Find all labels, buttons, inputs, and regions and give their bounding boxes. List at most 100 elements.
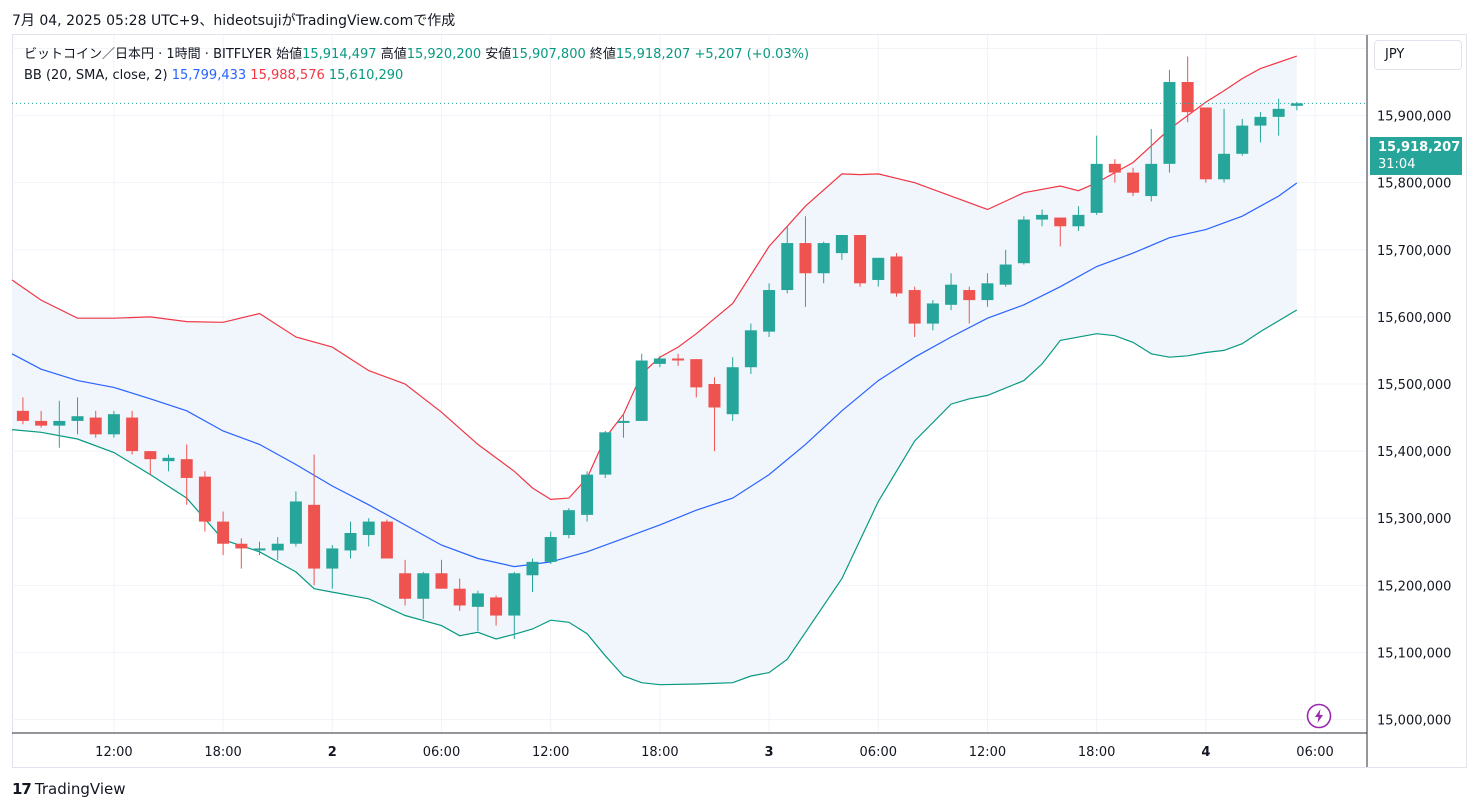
- candle-body: [308, 504, 321, 569]
- candle-body: [1199, 107, 1212, 180]
- candle-body: [763, 290, 776, 332]
- tradingview-brand: TradingView: [34, 780, 126, 798]
- candle-body: [107, 414, 120, 435]
- candle-body: [435, 573, 448, 589]
- candle-body: [399, 573, 412, 599]
- candle-body: [1218, 153, 1231, 180]
- candle-body: [835, 235, 848, 254]
- candle-body: [544, 537, 557, 562]
- high-label: 高値: [380, 47, 407, 62]
- candle-body: [16, 410, 29, 421]
- candle-body: [126, 417, 139, 452]
- x-tick-label: 18:00: [204, 745, 241, 760]
- candle-body: [1017, 219, 1030, 264]
- lightning-bolt-icon[interactable]: [1306, 703, 1332, 729]
- candle-body: [271, 543, 284, 551]
- candle-body: [1090, 163, 1103, 213]
- candle-body: [1108, 163, 1121, 173]
- y-tick-label: 15,500,000: [1377, 378, 1451, 393]
- candle-body: [653, 358, 666, 364]
- candle-body: [690, 359, 703, 388]
- candle-body: [362, 521, 375, 536]
- x-tick-label: 12:00: [969, 745, 1006, 760]
- y-tick-label: 15,900,000: [1377, 110, 1451, 125]
- last-price-tag: 15,918,207 31:04: [1370, 137, 1462, 175]
- candle-body: [1254, 116, 1267, 126]
- y-tick-label: 15,100,000: [1377, 646, 1451, 661]
- symbol-title[interactable]: ビットコイン／日本円 · 1時間 · BITFLYER: [24, 47, 272, 62]
- candle-body: [198, 476, 211, 522]
- candle-body: [89, 417, 102, 435]
- candle-body: [144, 451, 157, 460]
- change-value: +5,207 (+0.03%): [694, 47, 810, 62]
- candle-body: [471, 593, 484, 607]
- y-tick-label: 15,600,000: [1377, 311, 1451, 326]
- candle-body: [1145, 163, 1158, 197]
- y-tick-label: 15,000,000: [1377, 714, 1451, 729]
- bb-basis-value: 15,799,433: [171, 68, 247, 83]
- x-tick-label: 06:00: [423, 745, 460, 760]
- candle-body: [180, 459, 193, 478]
- candle-body: [635, 360, 648, 421]
- candle-body: [1181, 81, 1194, 113]
- symbol-legend-row: ビットコイン／日本円 · 1時間 · BITFLYER 始値15,914,497…: [24, 44, 809, 65]
- candle-body: [1290, 103, 1303, 106]
- y-tick-label: 15,200,000: [1377, 579, 1451, 594]
- candle-body: [490, 597, 503, 616]
- candle-body: [617, 420, 630, 423]
- candle-body: [526, 561, 539, 576]
- candle-body: [1163, 81, 1176, 164]
- candle-body: [781, 243, 794, 291]
- tradingview-logo-icon: 17: [12, 780, 32, 798]
- candle-body: [1236, 125, 1249, 154]
- candle-body: [1272, 108, 1285, 117]
- candle-body: [235, 543, 248, 549]
- bb-legend-row[interactable]: BB (20, SMA, close, 2) 15,799,433 15,988…: [24, 65, 809, 86]
- currency-button[interactable]: JPY: [1374, 40, 1462, 70]
- y-tick-label: 15,400,000: [1377, 445, 1451, 460]
- candle-body: [380, 521, 393, 559]
- candle-body: [726, 367, 739, 415]
- candle-body: [35, 420, 48, 426]
- candle-body: [326, 548, 339, 569]
- candle-body: [581, 474, 594, 515]
- chart-legend: ビットコイン／日本円 · 1時間 · BITFLYER 始値15,914,497…: [24, 44, 809, 86]
- high-value: 15,920,200: [406, 47, 482, 62]
- bar-countdown: 31:04: [1378, 157, 1416, 172]
- bb-lower-value: 15,610,290: [328, 68, 404, 83]
- candle-body: [854, 235, 867, 284]
- candle-body: [981, 283, 994, 301]
- candle-body: [1127, 172, 1140, 193]
- bb-indicator-name[interactable]: BB (20, SMA, close, 2): [24, 68, 168, 83]
- candle-body: [453, 588, 466, 606]
- open-value: 15,914,497: [302, 47, 377, 62]
- candle-body: [53, 420, 66, 426]
- candle-body: [508, 573, 521, 616]
- tradingview-footer[interactable]: 17 TradingView: [12, 780, 126, 798]
- candle-body: [1072, 214, 1085, 227]
- close-value: 15,918,207: [615, 47, 691, 62]
- candle-body: [162, 457, 175, 462]
- bb-basis-line: [11, 182, 1298, 568]
- candle-body: [217, 521, 230, 544]
- candle-body: [417, 573, 430, 599]
- candle-body: [708, 384, 721, 408]
- candle-body: [289, 501, 302, 544]
- candle-body: [817, 243, 830, 274]
- candle-body: [799, 243, 812, 274]
- candle-body: [599, 432, 612, 475]
- candle-body: [672, 358, 685, 361]
- candle-body: [890, 256, 903, 294]
- x-tick-label: 18:00: [641, 745, 678, 760]
- candle-body: [872, 257, 885, 280]
- candle-body: [908, 290, 921, 324]
- candle-body: [926, 303, 939, 324]
- last-price-value: 15,918,207: [1378, 140, 1461, 155]
- y-tick-label: 15,700,000: [1377, 244, 1451, 259]
- candle-body: [945, 284, 958, 305]
- bb-upper-line: [11, 55, 1297, 501]
- low-label: 安値: [485, 47, 512, 62]
- candle-body: [344, 532, 357, 551]
- candle-body: [999, 264, 1012, 285]
